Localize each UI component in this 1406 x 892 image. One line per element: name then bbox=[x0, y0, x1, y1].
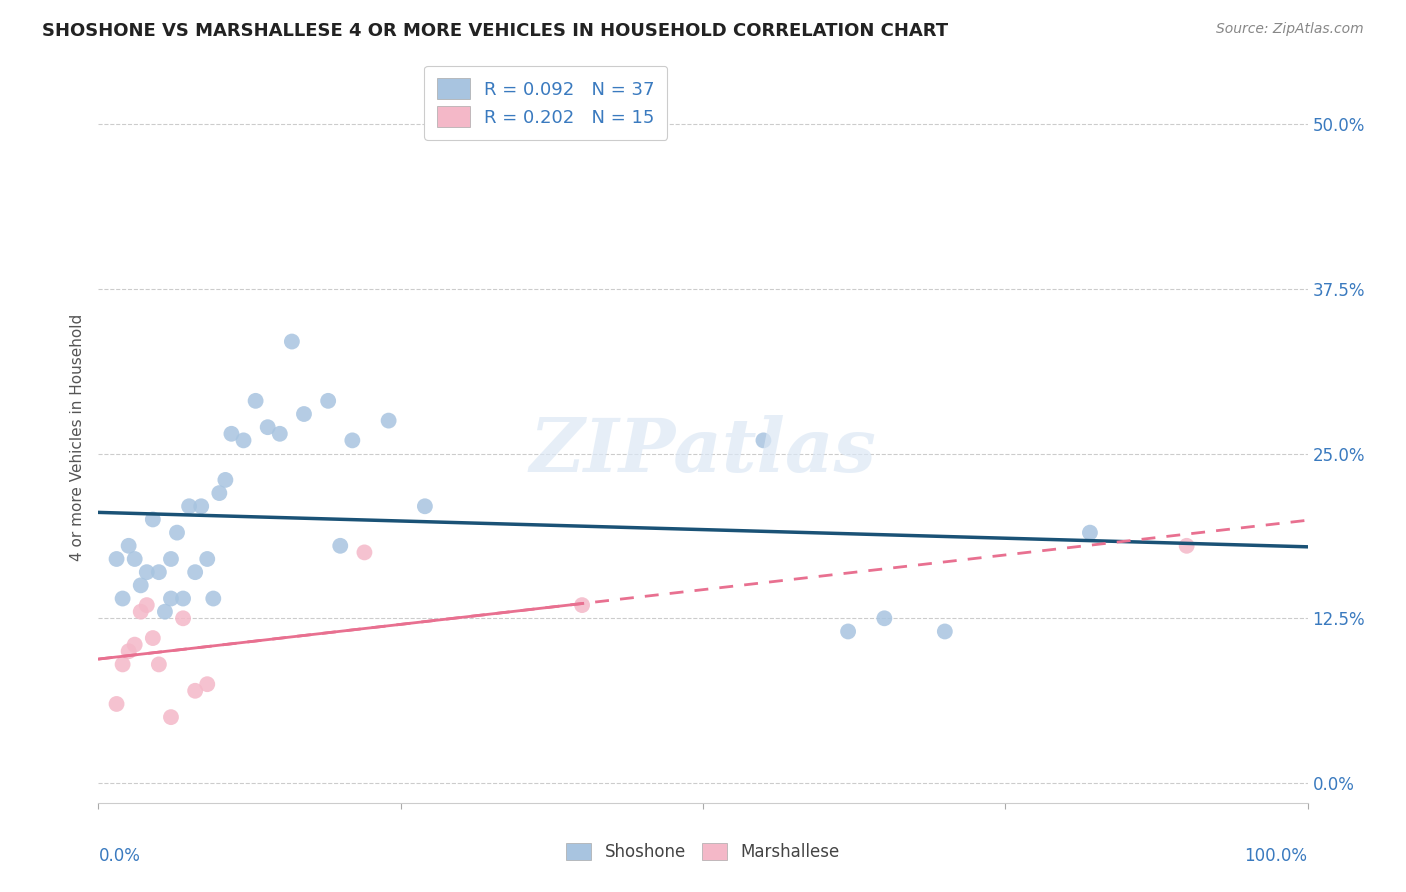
Point bbox=[184, 565, 207, 579]
Point bbox=[202, 591, 225, 606]
Point bbox=[148, 565, 170, 579]
Point bbox=[377, 414, 399, 428]
Point bbox=[190, 500, 212, 514]
Point bbox=[166, 525, 188, 540]
Point bbox=[160, 710, 183, 724]
Point bbox=[172, 611, 194, 625]
Point bbox=[105, 697, 128, 711]
Point bbox=[111, 591, 134, 606]
Point bbox=[316, 393, 339, 408]
Point bbox=[214, 473, 236, 487]
Point bbox=[195, 677, 218, 691]
Point bbox=[142, 512, 165, 526]
Text: 0.0%: 0.0% bbox=[98, 847, 141, 864]
Point bbox=[256, 420, 278, 434]
Point bbox=[153, 605, 176, 619]
Point bbox=[135, 598, 157, 612]
Point bbox=[281, 334, 304, 349]
Point bbox=[118, 644, 141, 658]
Point bbox=[160, 591, 183, 606]
Point bbox=[873, 611, 896, 625]
Point bbox=[179, 500, 201, 514]
Point bbox=[934, 624, 956, 639]
Point bbox=[221, 426, 243, 441]
Text: ZIPatlas: ZIPatlas bbox=[530, 416, 876, 488]
Point bbox=[571, 598, 593, 612]
Point bbox=[160, 552, 183, 566]
Point bbox=[269, 426, 291, 441]
Point bbox=[111, 657, 134, 672]
Point bbox=[129, 605, 152, 619]
Point bbox=[105, 552, 128, 566]
Legend: Shoshone, Marshallese: Shoshone, Marshallese bbox=[560, 836, 846, 868]
Point bbox=[124, 638, 146, 652]
Point bbox=[752, 434, 775, 448]
Point bbox=[232, 434, 254, 448]
Point bbox=[1078, 525, 1101, 540]
Point bbox=[1175, 539, 1198, 553]
Text: 100.0%: 100.0% bbox=[1244, 847, 1308, 864]
Point bbox=[195, 552, 218, 566]
Point bbox=[142, 631, 165, 645]
Point bbox=[413, 500, 436, 514]
Point bbox=[245, 393, 267, 408]
Point bbox=[172, 591, 194, 606]
Point bbox=[837, 624, 859, 639]
Point bbox=[342, 434, 364, 448]
Point bbox=[329, 539, 352, 553]
Point bbox=[124, 552, 146, 566]
Point bbox=[208, 486, 231, 500]
Point bbox=[148, 657, 170, 672]
Text: SHOSHONE VS MARSHALLESE 4 OR MORE VEHICLES IN HOUSEHOLD CORRELATION CHART: SHOSHONE VS MARSHALLESE 4 OR MORE VEHICL… bbox=[42, 22, 948, 40]
Point bbox=[353, 545, 375, 559]
Point bbox=[135, 565, 157, 579]
Point bbox=[292, 407, 315, 421]
Y-axis label: 4 or more Vehicles in Household: 4 or more Vehicles in Household bbox=[70, 313, 86, 561]
Point bbox=[129, 578, 152, 592]
Text: Source: ZipAtlas.com: Source: ZipAtlas.com bbox=[1216, 22, 1364, 37]
Point bbox=[184, 683, 207, 698]
Point bbox=[118, 539, 141, 553]
